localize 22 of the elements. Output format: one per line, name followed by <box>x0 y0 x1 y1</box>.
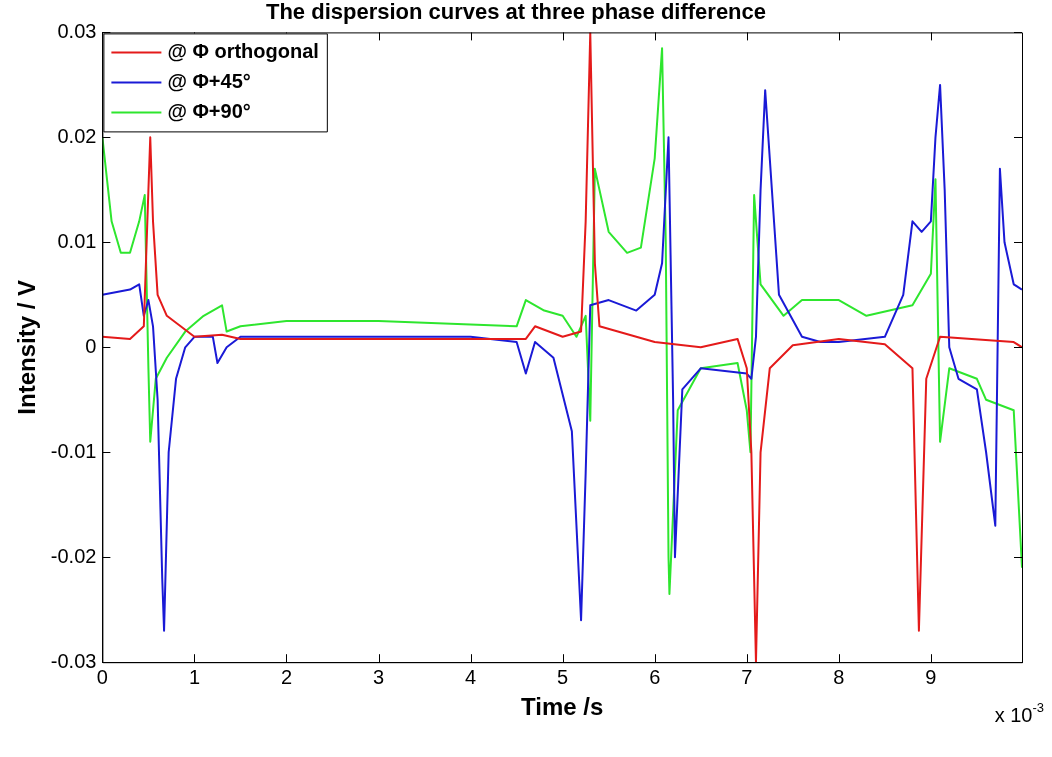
chart-title: The dispersion curves at three phase difference <box>265 0 767 25</box>
y-tick-label: -0.01 <box>50 439 97 462</box>
x-tick-label: 4 <box>465 665 477 688</box>
x-tick-label: 8 <box>833 665 845 688</box>
y-tick-label: -0.03 <box>50 649 97 672</box>
x-tick-label: 7 <box>741 665 753 688</box>
x-tick-label: 9 <box>925 665 937 688</box>
legend-label: @ Φ+90° <box>167 99 251 122</box>
x-tick-label: 1 <box>188 665 200 688</box>
y-axis-title: Intensity / V <box>13 279 41 415</box>
x-axis-title: Time /s <box>521 693 604 721</box>
x-tick-label: 6 <box>649 665 661 688</box>
x-tick-label: 5 <box>557 665 569 688</box>
y-tick-label: 0 <box>85 334 97 357</box>
x-tick-label: 3 <box>372 665 385 688</box>
y-tick-label: 0.01 <box>57 229 97 252</box>
y-tick-label: -0.02 <box>50 544 97 567</box>
y-tick-label: 0.02 <box>57 124 97 147</box>
y-tick-label: 0.03 <box>57 19 97 42</box>
legend-label: @ Φ orthogonal <box>167 39 319 62</box>
x-tick-label: 2 <box>280 665 293 688</box>
legend-label: @ Φ+45° <box>167 69 251 92</box>
